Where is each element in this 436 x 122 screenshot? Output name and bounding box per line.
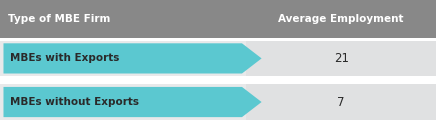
Text: 7: 7: [337, 96, 345, 109]
Polygon shape: [3, 43, 262, 73]
FancyBboxPatch shape: [246, 41, 436, 76]
Text: Type of MBE Firm: Type of MBE Firm: [8, 14, 110, 24]
FancyBboxPatch shape: [0, 41, 246, 76]
FancyBboxPatch shape: [246, 84, 436, 120]
Text: Average Employment: Average Employment: [279, 14, 404, 24]
Text: 21: 21: [334, 52, 349, 65]
Polygon shape: [3, 87, 262, 117]
FancyBboxPatch shape: [0, 84, 246, 120]
Text: MBEs with Exports: MBEs with Exports: [10, 53, 119, 63]
Text: MBEs without Exports: MBEs without Exports: [10, 97, 139, 107]
FancyBboxPatch shape: [0, 0, 436, 38]
